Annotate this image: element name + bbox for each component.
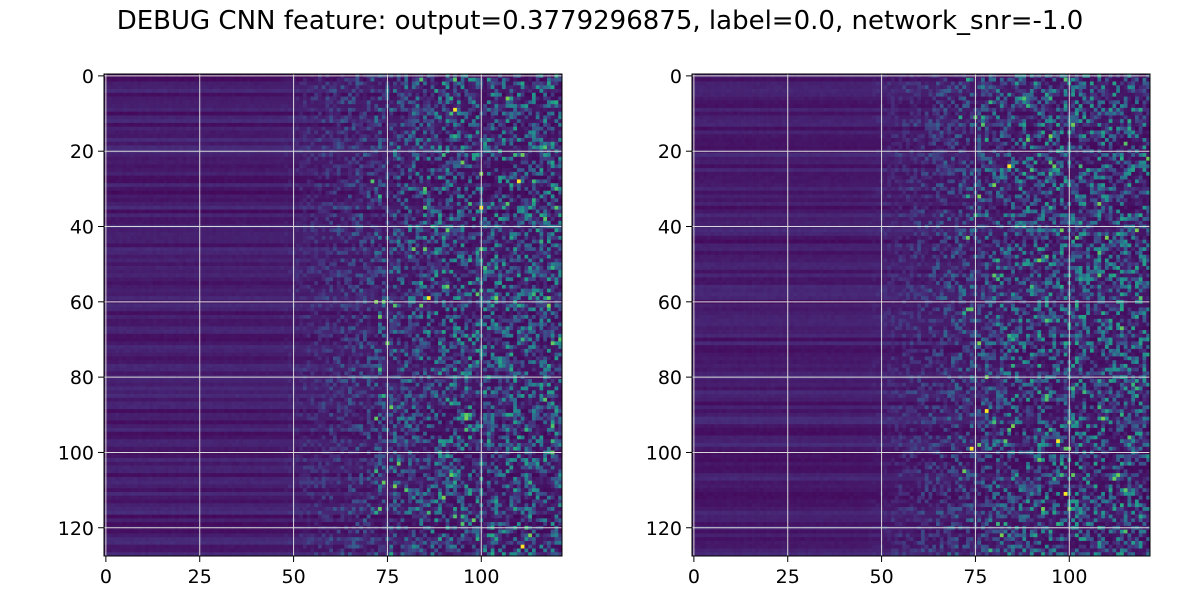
- x-tick-label: 100: [463, 566, 499, 588]
- y-tick-label: 20: [70, 141, 94, 163]
- heatmap-cells: [692, 74, 1150, 556]
- y-tick-label: 80: [70, 367, 94, 389]
- y-tick-label: 60: [658, 292, 682, 314]
- y-tick-label: 120: [646, 518, 682, 540]
- heatmap-panel-left: 0 25 50 75 100 0 20 40 60 80 100 120: [58, 66, 563, 588]
- x-tick-label: 25: [188, 566, 212, 588]
- x-tick-label: 50: [869, 566, 893, 588]
- y-tick-label: 60: [70, 292, 94, 314]
- y-tick-label: 40: [658, 217, 682, 239]
- x-tick-label: 50: [281, 566, 305, 588]
- x-tick-label: 25: [776, 566, 800, 588]
- heatmap-panel-right: 0 25 50 75 100 0 20 40 60 80 100 120: [646, 66, 1151, 588]
- y-tick-label: 0: [670, 66, 682, 88]
- y-tick-label: 20: [658, 141, 682, 163]
- heatmap-cells: [104, 74, 562, 556]
- x-tick-label: 75: [375, 566, 399, 588]
- y-tick-label: 120: [58, 518, 94, 540]
- y-tick-label: 0: [82, 66, 94, 88]
- y-tick-label: 100: [646, 442, 682, 464]
- x-tick-label: 0: [688, 566, 700, 588]
- x-tick-label: 75: [963, 566, 987, 588]
- x-tick-label: 100: [1051, 566, 1087, 588]
- y-tick-label: 40: [70, 217, 94, 239]
- y-tick-label: 80: [658, 367, 682, 389]
- y-tick-label: 100: [58, 442, 94, 464]
- x-tick-label: 0: [100, 566, 112, 588]
